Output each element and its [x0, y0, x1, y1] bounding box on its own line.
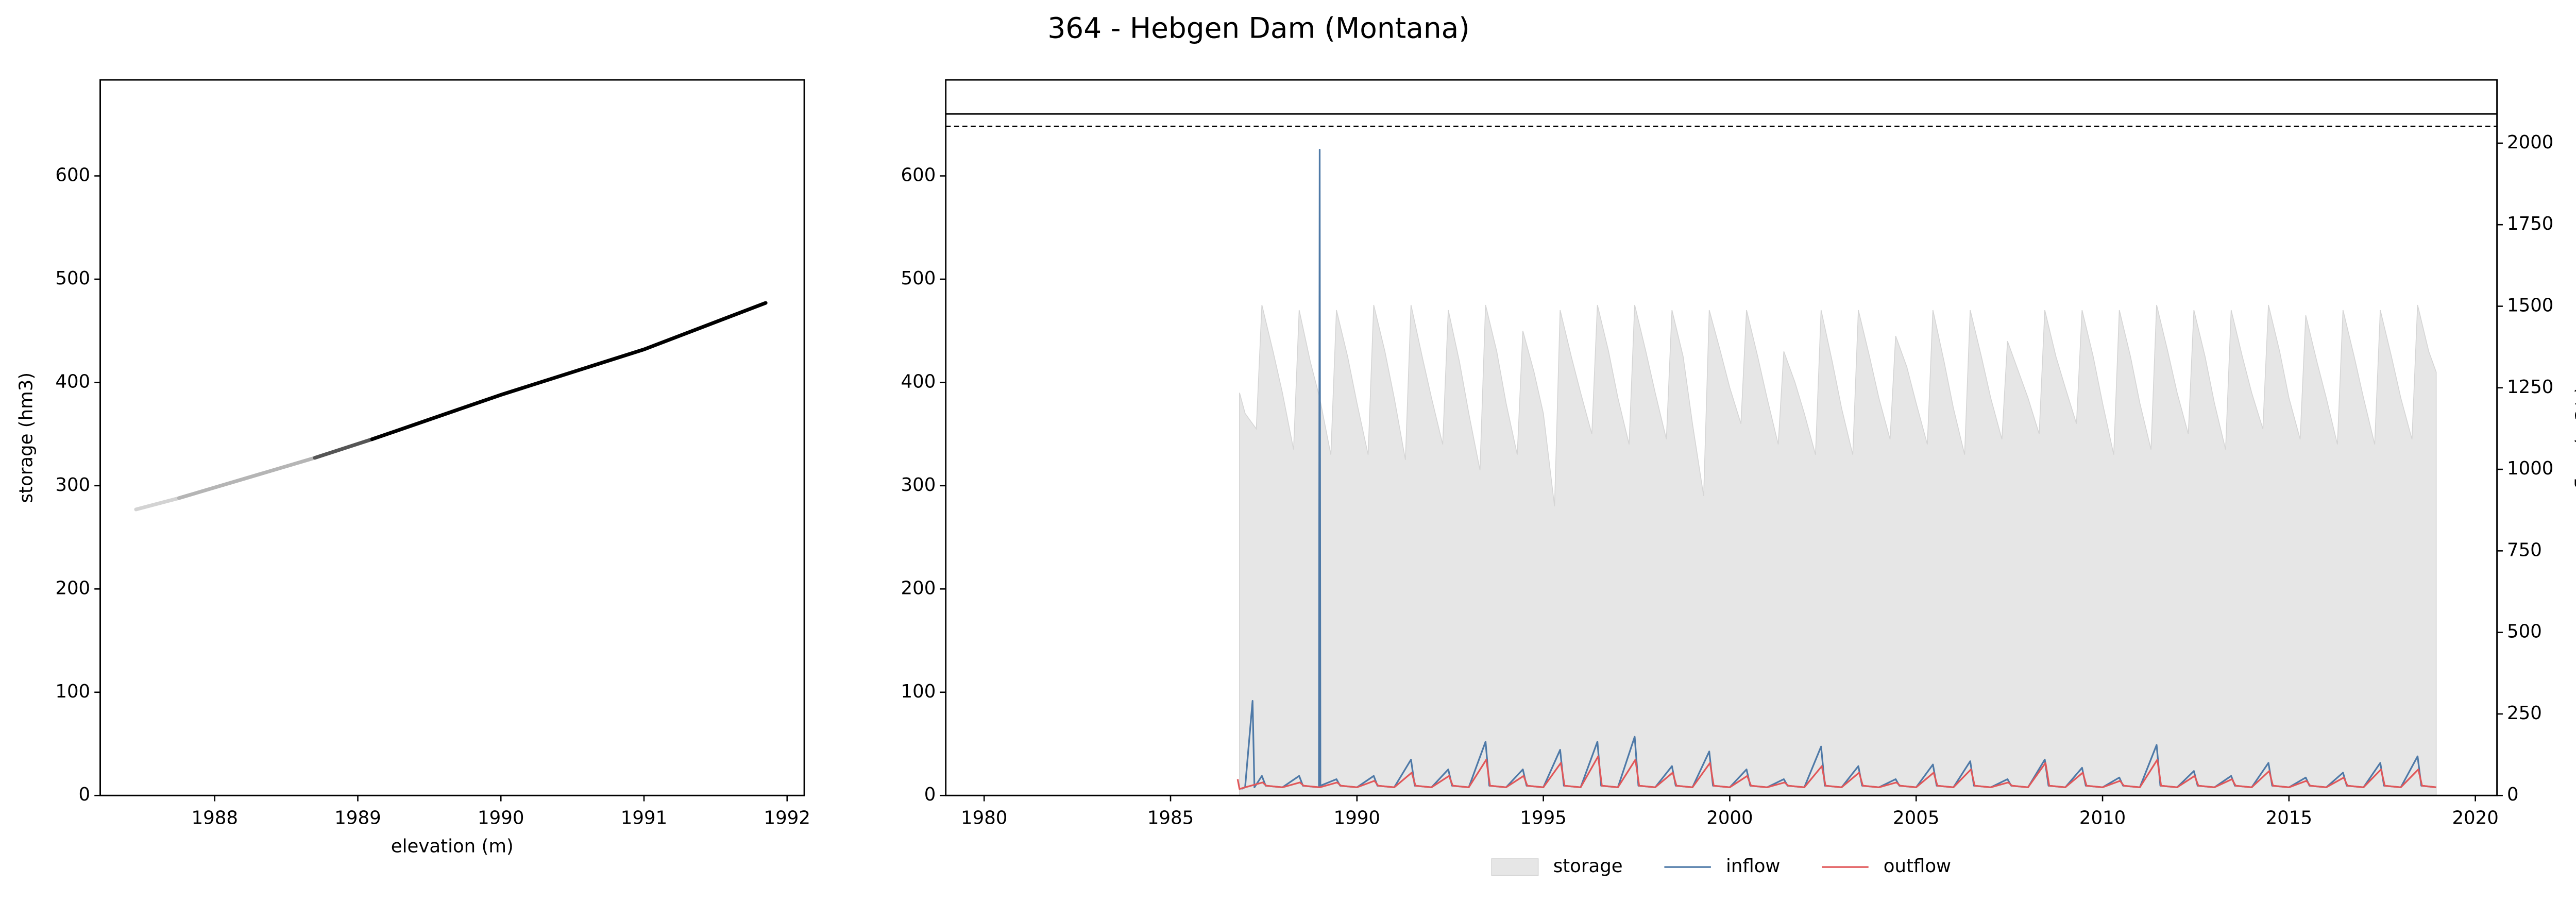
y2-tick-label: 750	[2507, 539, 2542, 560]
y-tick-label: 200	[55, 577, 90, 599]
y2-tick-label: 250	[2507, 703, 2542, 724]
x-tick-label: 1992	[764, 807, 810, 828]
x-tick-label: 2005	[1893, 807, 1939, 828]
y2-tick-label: 1500	[2507, 295, 2553, 316]
y2-tick-label: 1000	[2507, 458, 2553, 479]
y2-tick-label: 0	[2507, 784, 2519, 805]
curve-segment	[313, 437, 374, 460]
legend: storage inflow outflow	[1491, 856, 1951, 877]
storage-area	[1239, 304, 2437, 796]
curve-segment	[134, 496, 181, 512]
x-tick-label: 1980	[961, 807, 1007, 828]
y-tick-label: 500	[55, 268, 90, 289]
legend-swatch	[1491, 858, 1539, 876]
y-tick-label: 600	[55, 164, 90, 185]
legend-label: outflow	[1884, 856, 1951, 877]
y-tick-label: 500	[901, 268, 936, 289]
y-tick-label: 100	[901, 681, 936, 702]
outflow-line	[1236, 755, 2436, 790]
x-tick-label: 1990	[1334, 807, 1380, 828]
x-tick-label: 2010	[2079, 807, 2126, 828]
y-tick-label: 600	[901, 164, 936, 185]
y-tick-label: 300	[55, 474, 90, 496]
x-tick-label: 1990	[478, 807, 524, 828]
y-tick-label: 300	[901, 474, 936, 496]
x-tick-label: 1991	[621, 807, 667, 828]
plot-frame	[945, 79, 2498, 796]
curve-segment	[177, 456, 317, 500]
x-tick-label: 2000	[1706, 807, 1753, 828]
y2-tick-label: 1250	[2507, 377, 2553, 398]
legend-label: storage	[1553, 856, 1623, 877]
figure-title: 364 - Hebgen Dam (Montana)	[1047, 11, 1469, 44]
y2-tick-label: 500	[2507, 621, 2542, 642]
y-tick-label: 200	[901, 577, 936, 599]
curve-segment	[370, 301, 768, 441]
y-tick-label: 0	[79, 784, 91, 805]
x-axis-label: elevation (m)	[391, 836, 514, 857]
y-axis-label: storage (hm3)	[15, 372, 37, 503]
x-tick-label: 1985	[1147, 807, 1194, 828]
y2-axis-label: flow (m3/s)	[2572, 386, 2576, 489]
y2-tick-label: 1750	[2507, 213, 2553, 234]
y2-tick-label: 2000	[2507, 132, 2553, 153]
y-tick-label: 400	[901, 371, 936, 392]
y-tick-label: 100	[55, 681, 90, 702]
x-tick-label: 2015	[2266, 807, 2312, 828]
y-tick-label: 0	[924, 784, 936, 805]
legend-label: inflow	[1726, 856, 1781, 877]
y-tick-label: 400	[55, 371, 90, 392]
x-tick-label: 1988	[192, 807, 238, 828]
x-tick-label: 1995	[1520, 807, 1566, 828]
plot-frame	[99, 79, 805, 796]
x-tick-label: 2020	[2452, 807, 2498, 828]
x-tick-label: 1989	[334, 807, 381, 828]
